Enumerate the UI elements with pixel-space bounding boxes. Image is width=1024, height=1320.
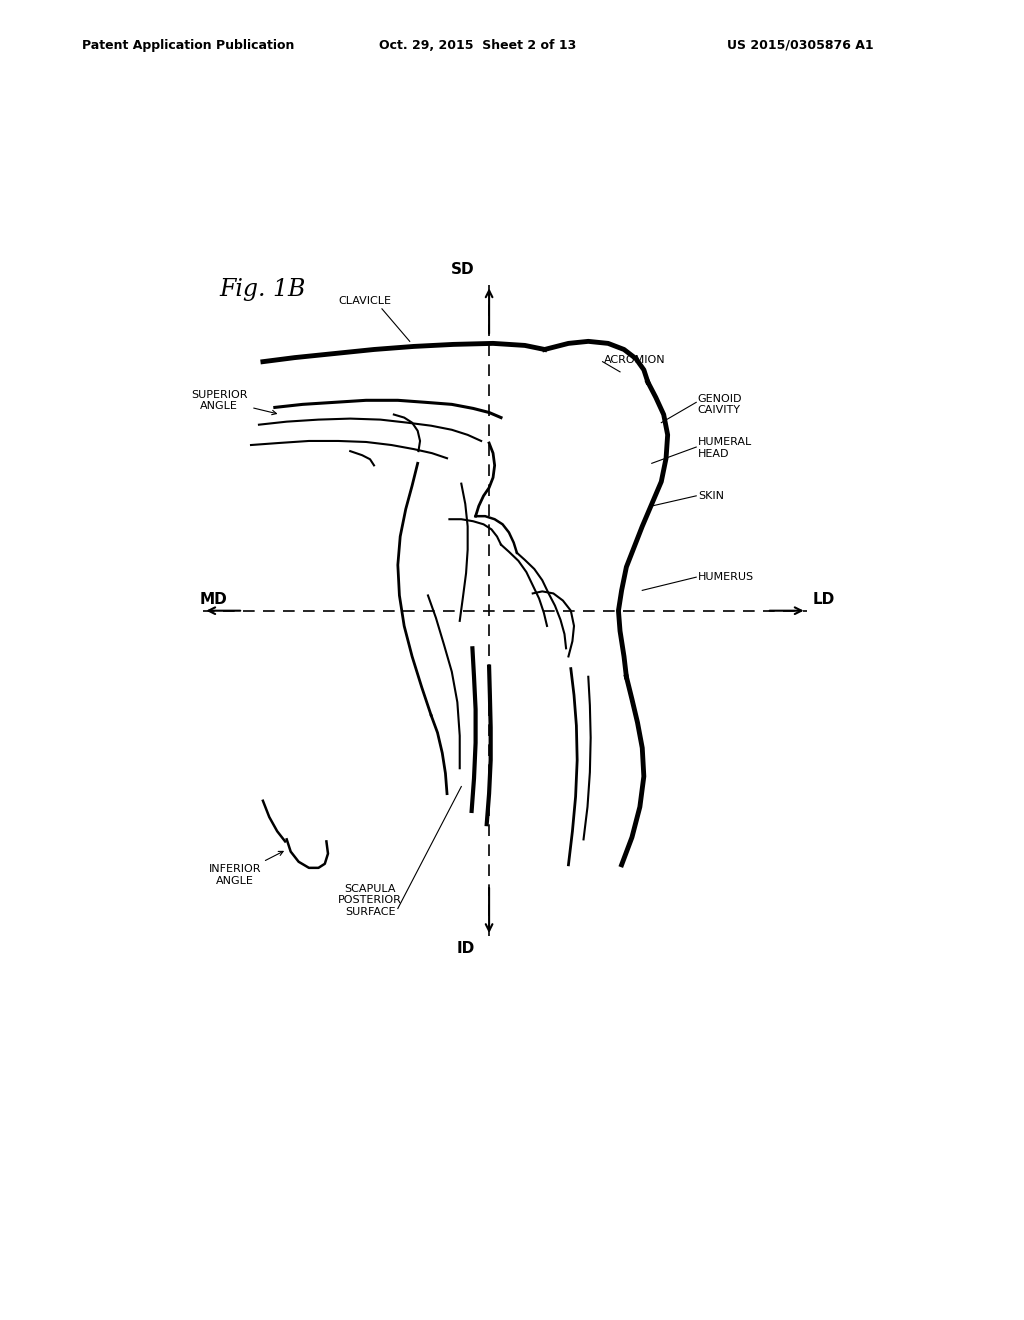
Text: SUPERIOR
ANGLE: SUPERIOR ANGLE <box>191 389 248 411</box>
Text: HUMERAL
HEAD: HUMERAL HEAD <box>697 437 752 459</box>
Text: Patent Application Publication: Patent Application Publication <box>82 38 294 51</box>
Text: ACROMION: ACROMION <box>604 355 666 364</box>
Text: CLAVICLE: CLAVICLE <box>338 296 391 306</box>
Text: HUMERUS: HUMERUS <box>697 572 754 582</box>
Text: INFERIOR
ANGLE: INFERIOR ANGLE <box>209 865 261 886</box>
Text: MD: MD <box>200 593 227 607</box>
Text: Oct. 29, 2015  Sheet 2 of 13: Oct. 29, 2015 Sheet 2 of 13 <box>379 38 577 51</box>
Text: GENOID
CAIVITY: GENOID CAIVITY <box>697 393 742 416</box>
Text: SCAPULA
POSTERIOR
SURFACE: SCAPULA POSTERIOR SURFACE <box>338 884 402 917</box>
Text: SKIN: SKIN <box>697 491 724 500</box>
Text: US 2015/0305876 A1: US 2015/0305876 A1 <box>727 38 873 51</box>
Text: Fig. 1B: Fig. 1B <box>219 277 305 301</box>
Text: ID: ID <box>457 941 475 956</box>
Text: SD: SD <box>452 263 475 277</box>
Text: LD: LD <box>813 593 836 607</box>
